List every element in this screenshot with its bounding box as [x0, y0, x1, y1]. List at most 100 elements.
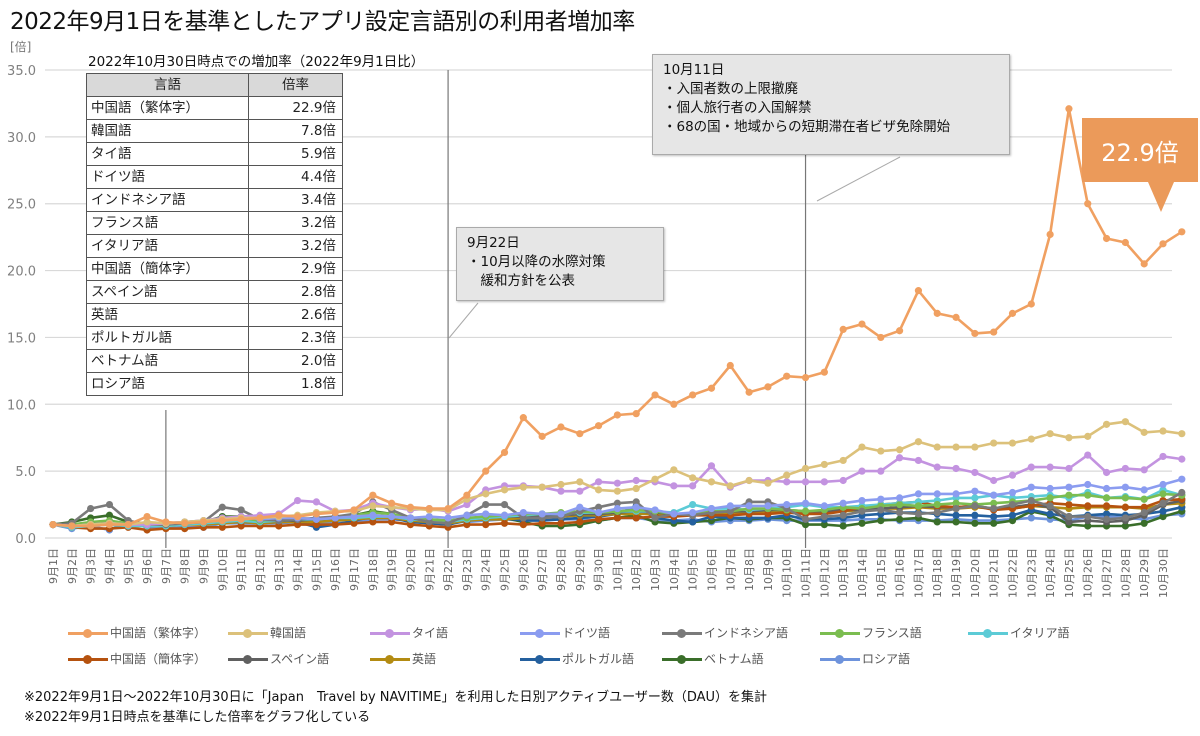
data-point: [801, 521, 810, 529]
data-point: [1159, 427, 1167, 435]
data-point: [369, 491, 377, 499]
callout-sep22: 9月22日 ・10月以降の水際対策 緩和方針を公表: [456, 227, 664, 301]
data-point: [801, 373, 810, 382]
data-point: [707, 384, 716, 392]
data-point: [877, 467, 885, 475]
data-point: [105, 521, 114, 529]
data-point: [1102, 502, 1111, 510]
data-point: [971, 494, 979, 502]
footnote: ※2022年9月1日時点を基準にした倍率をグラフ化している: [24, 710, 371, 725]
data-point: [500, 511, 509, 519]
data-point: [1084, 502, 1092, 510]
data-point: [406, 514, 415, 522]
data-point: [933, 463, 941, 471]
legend-marker-icon: [520, 654, 560, 664]
data-point: [1102, 484, 1111, 493]
y-tick-label: 30.0: [7, 131, 36, 146]
x-tick-label: 9月5日: [122, 548, 135, 584]
data-point: [1140, 495, 1148, 503]
data-point: [87, 522, 95, 530]
data-point: [1159, 513, 1167, 521]
data-point: [1159, 507, 1167, 515]
y-tick-label: 10.0: [7, 398, 36, 413]
data-point: [651, 391, 659, 399]
legend-label: タイ語: [412, 626, 449, 640]
data-point: [839, 456, 847, 465]
row-rate: 2.3倍: [248, 326, 343, 350]
x-tick-label: 10月9日: [762, 548, 775, 591]
row-rate: 2.6倍: [248, 303, 343, 327]
data-point: [218, 523, 226, 531]
row-language: イタリア語: [86, 234, 249, 258]
y-tick-label: 20.0: [7, 265, 36, 280]
callout-line: 緩和方針を公表: [467, 273, 575, 289]
x-tick-label: 9月9日: [198, 548, 211, 584]
data-point: [425, 504, 433, 513]
data-point: [1046, 430, 1054, 438]
data-point: [1027, 496, 1035, 505]
data-point: [613, 514, 622, 522]
x-tick-label: 10月22日: [1006, 548, 1019, 598]
data-point: [896, 515, 904, 523]
row-language: ロシア語: [86, 372, 249, 396]
data-point: [576, 518, 584, 526]
x-tick-label: 10月1日: [611, 548, 624, 591]
row-rate: 2.9倍: [248, 257, 343, 281]
data-point: [689, 474, 697, 482]
data-point: [1008, 500, 1017, 509]
y-tick-label: 0.0: [15, 532, 36, 547]
data-point: [858, 496, 866, 505]
data-point: [576, 430, 584, 438]
data-point: [1140, 466, 1148, 474]
data-point: [594, 503, 603, 511]
data-point: [162, 518, 170, 526]
summary-table-row: タイ語 5.9倍: [86, 142, 343, 166]
legend-label: スペイン語: [270, 652, 330, 666]
data-point: [519, 483, 527, 491]
data-point: [237, 522, 245, 530]
data-point: [1008, 511, 1017, 519]
x-tick-label: 10月12日: [818, 548, 831, 598]
data-point: [331, 508, 339, 517]
data-point: [952, 504, 960, 513]
data-point: [1065, 500, 1073, 509]
data-point: [1178, 475, 1186, 483]
x-tick-label: 9月1日: [47, 548, 60, 584]
data-point: [971, 511, 979, 519]
data-point: [463, 500, 471, 509]
data-point: [1027, 435, 1035, 443]
data-point: [594, 486, 603, 494]
data-point: [519, 508, 527, 517]
data-point: [896, 454, 904, 462]
data-point: [557, 487, 565, 495]
legend-marker-icon: [228, 654, 268, 664]
row-language: 中国語（繁体字）: [86, 96, 249, 120]
x-tick-label: 10月15日: [875, 548, 888, 598]
data-point: [350, 506, 358, 514]
data-point: [670, 510, 678, 518]
data-point: [1008, 309, 1017, 317]
legend-item: インドネシア語: [662, 624, 788, 641]
legend-item: フランス語: [820, 624, 922, 641]
data-point: [783, 372, 791, 380]
legend-item: タイ語: [370, 624, 448, 641]
data-point: [218, 503, 226, 511]
data-point: [369, 511, 377, 519]
data-point: [990, 504, 998, 513]
data-point: [971, 468, 979, 477]
data-point: [500, 519, 509, 527]
x-tick-label: 10月2日: [630, 548, 643, 591]
x-tick-label: 10月25日: [1063, 548, 1076, 598]
data-point: [312, 498, 320, 506]
data-point: [858, 467, 866, 475]
data-point: [1121, 522, 1129, 530]
x-tick-label: 9月15日: [310, 548, 323, 591]
data-point: [1121, 483, 1129, 491]
data-point: [933, 518, 941, 526]
data-point: [952, 511, 960, 519]
callout-leader-sep22: [448, 302, 479, 339]
data-point: [594, 508, 603, 517]
row-language: 韓国語: [86, 119, 249, 143]
x-tick-label: 9月13日: [273, 548, 286, 591]
data-point: [1159, 452, 1167, 461]
